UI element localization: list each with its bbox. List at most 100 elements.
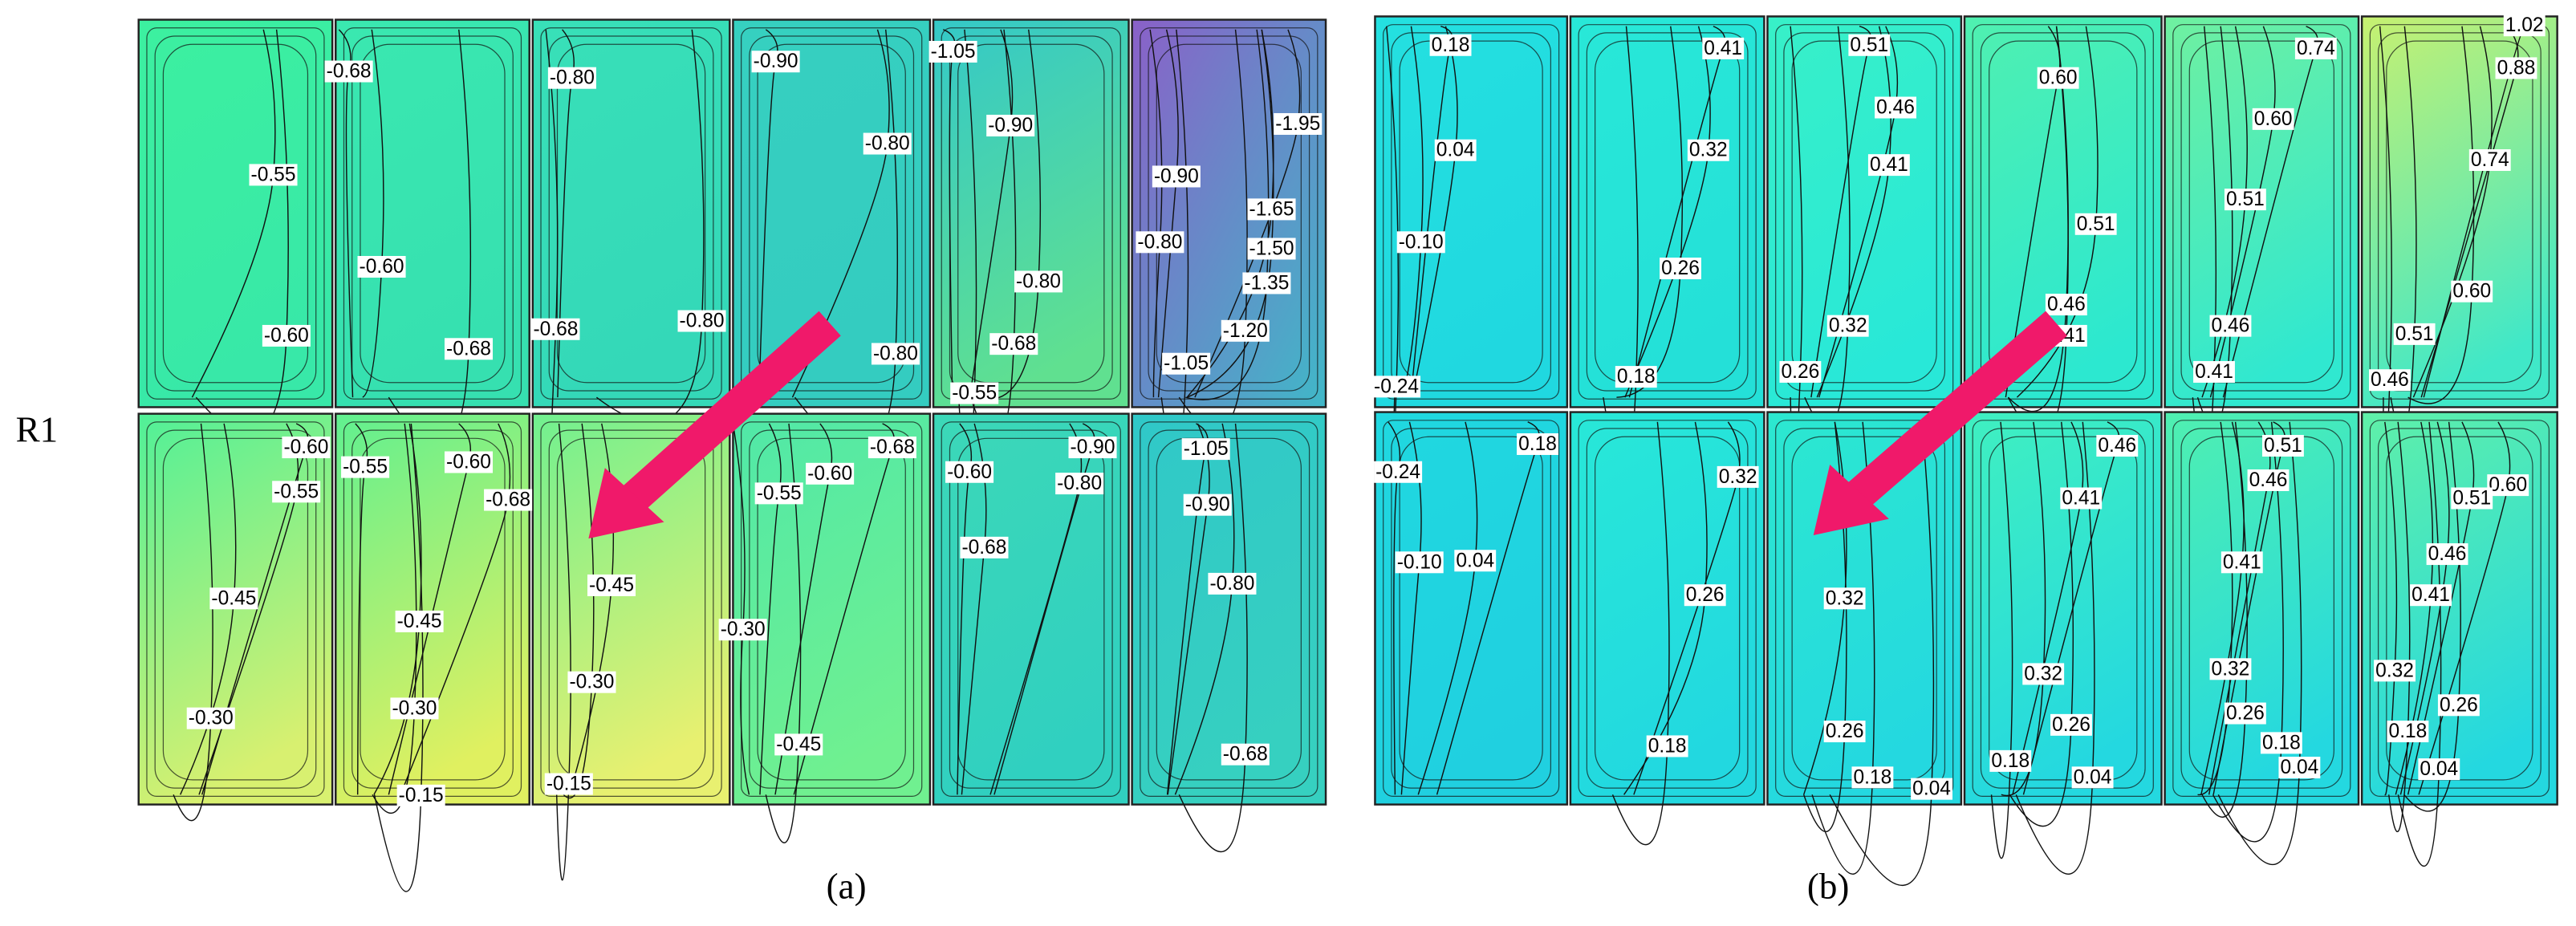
contour-label: -0.30: [189, 708, 234, 729]
contour-label: -0.24: [1375, 461, 1420, 483]
contour-line: [1166, 423, 1209, 795]
contour-line: [774, 423, 833, 795]
contour-label: 0.51: [2452, 487, 2491, 509]
contour-line: [943, 29, 956, 398]
contour-line: [1595, 436, 1741, 781]
contour-label: 0.46: [2371, 369, 2409, 391]
contour-line: [1391, 428, 1551, 789]
label-background: [1615, 366, 1657, 388]
contour-line: [400, 423, 511, 795]
contour-label: -0.55: [952, 383, 997, 404]
contour-label: -0.80: [1016, 270, 1061, 292]
label-background: [1779, 360, 1822, 383]
contour-line: [1611, 421, 1670, 846]
contour-line: [749, 429, 915, 789]
contour-label: 0.04: [1912, 778, 1951, 800]
label-background: [1867, 154, 1910, 177]
contour-line: [1148, 35, 1310, 392]
contour-label: 0.18: [1432, 35, 1470, 56]
contour-line: [2407, 421, 2475, 795]
label-background: [2487, 474, 2529, 497]
label-background: [1181, 438, 1230, 461]
contour-line: [1140, 27, 1318, 400]
label-background: [2374, 660, 2416, 682]
contour-label: 0.26: [1781, 361, 1819, 383]
contour-label: 0.74: [2297, 38, 2335, 59]
label-background: [1823, 721, 1866, 743]
contour-line: [146, 421, 325, 797]
label-background: [1875, 96, 1916, 119]
label-background: [1247, 238, 1296, 260]
panel-caption: (b): [1807, 866, 1849, 906]
label-background: [754, 482, 803, 505]
label-background: [2224, 189, 2266, 211]
contour-labels: -0.55-0.60-0.68-0.60-0.68-0.80-0.68 -0.80…: [186, 14, 2546, 806]
label-background: [2224, 702, 2266, 725]
contour-label: 0.18: [1518, 433, 1557, 455]
contour-line: [1578, 420, 1757, 797]
label-background: [2451, 487, 2493, 510]
contour-label: 0.32: [2212, 658, 2250, 680]
contour-label: -0.55: [251, 164, 296, 185]
contour-line: [1586, 32, 1749, 392]
label-background: [1247, 198, 1296, 221]
contour-cell: [1963, 411, 2163, 806]
label-background: [945, 461, 994, 483]
arrow-head: [1813, 465, 1889, 536]
contour-line: [941, 421, 1121, 797]
label-background: [444, 451, 494, 473]
contour-cell: [335, 18, 530, 408]
label-background: [2037, 67, 2079, 89]
label-background: [2260, 732, 2302, 754]
contour-label: -0.90: [1154, 165, 1199, 187]
label-background: [867, 437, 916, 459]
label-background: [871, 343, 920, 365]
contour-line: [548, 429, 714, 789]
label-background: [960, 536, 1009, 558]
label-background: [2495, 57, 2537, 79]
label-background: [1136, 231, 1184, 254]
label-background: [396, 784, 445, 806]
label-background: [2418, 758, 2460, 781]
label-background: [1826, 315, 1869, 337]
contour-label: -0.30: [569, 672, 614, 693]
label-background: [1646, 735, 1688, 757]
contour-label: 0.46: [2212, 315, 2250, 337]
contour-label: 0.88: [2497, 57, 2536, 79]
label-background: [2437, 694, 2480, 717]
contour-line: [1383, 420, 1560, 797]
contour-label: -0.80: [550, 67, 595, 89]
contour-label: -0.68: [446, 338, 491, 359]
contour-line: [765, 423, 802, 843]
contour-label: 0.41: [2195, 361, 2233, 383]
contour-line: [351, 35, 514, 392]
contour-label: -0.68: [327, 61, 372, 83]
contour-label: -0.55: [343, 457, 388, 478]
contour-label: -1.20: [1223, 320, 1268, 342]
contour-label: -0.10: [1397, 551, 1442, 573]
label-background: [1989, 749, 2032, 772]
contour-label: -0.60: [807, 463, 852, 485]
contour-line: [2201, 421, 2248, 818]
contour-label: -0.55: [274, 481, 319, 502]
contour-label: 0.04: [2281, 757, 2319, 778]
contour-line: [957, 437, 1105, 781]
contour-line: [1783, 32, 1946, 392]
label-background: [2503, 14, 2546, 37]
contour-label: 1.02: [2505, 14, 2544, 36]
contour-line: [2209, 26, 2276, 398]
contour-line: [759, 423, 782, 795]
contour-cell: [1569, 15, 1765, 408]
contour-line: [1391, 32, 1551, 392]
contour-label: -1.05: [1164, 353, 1209, 375]
label-background: [1372, 376, 1421, 398]
label-background: [1221, 743, 1270, 766]
label-background: [928, 40, 977, 63]
contour-line: [2399, 421, 2450, 795]
label-background: [531, 318, 580, 340]
label-background: [986, 115, 1035, 137]
contour-label: 0.26: [1661, 258, 1700, 279]
contour-label: 0.51: [1850, 35, 1888, 56]
contour-label: 0.60: [2452, 281, 2491, 303]
contour-label: 0.26: [2226, 703, 2265, 725]
